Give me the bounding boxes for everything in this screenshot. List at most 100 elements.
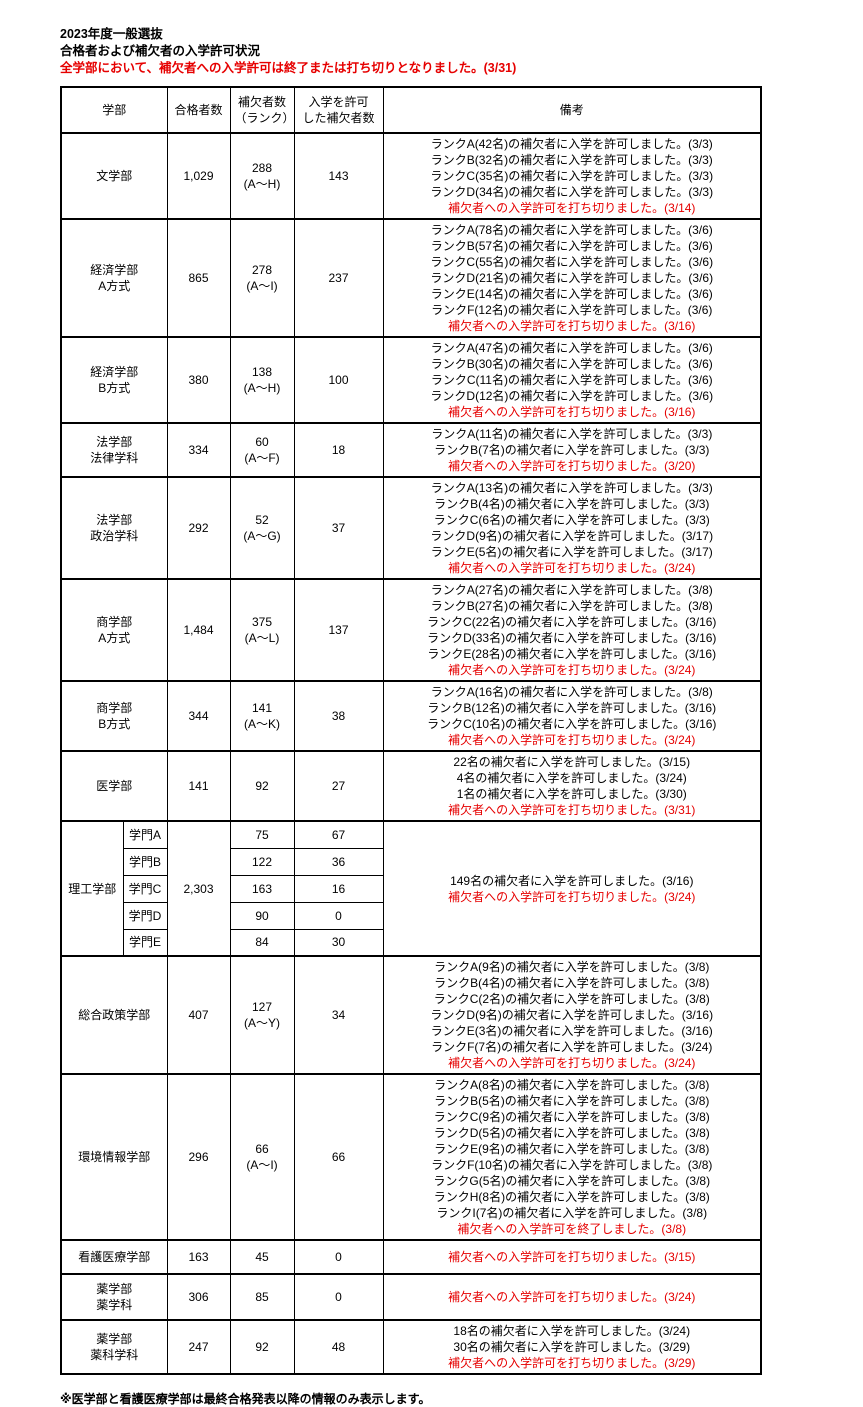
column-header-faculty: 学部 <box>60 86 168 134</box>
remark-line-status: 補欠者への入学許可を打ち切りました。(3/24) <box>448 1056 696 1070</box>
remark-line: ランクF(12名)の補欠者に入学を許可しました。(3/6) <box>431 303 713 317</box>
column-header-admitted-count: 合格者数 <box>166 86 231 134</box>
waitlist-admitted-count-cell: 67 <box>293 820 384 849</box>
remark-line: ランクB(12名)の補欠者に入学を許可しました。(3/16) <box>427 701 717 715</box>
remarks-cell: 補欠者への入学許可を打ち切りました。(3/24) <box>382 1273 762 1321</box>
remark-line: 30名の補欠者に入学を許可しました。(3/29) <box>453 1340 691 1354</box>
table-row: 環境情報学部 296 66 (A～I) 66 ランクA(8名)の補欠者に入学を許可しまし… <box>60 1073 762 1241</box>
faculty-cell: 理工学部 <box>60 820 124 957</box>
page-title: 2023年度一般選抜 <box>60 27 163 41</box>
table-row: 経済学部 A方式 865 278 (A～I) 237 ランクA(78名)の補欠者に入学を… <box>60 218 762 338</box>
admission-status-table: 学部 合格者数 補欠者数 （ランク） 入学を許可 した補欠者数 備考 文学部 1,… <box>60 86 763 1375</box>
waitlist-count-cell: 90 <box>229 901 295 930</box>
remarks-cell: ランクA(27名)の補欠者に入学を許可しました。(3/8) ランクB(27名)の補… <box>382 578 762 682</box>
remarks-cell: 補欠者への入学許可を打ち切りました。(3/15) <box>382 1239 762 1275</box>
waitlist-admitted-count-cell: 100 <box>293 336 384 424</box>
faculty-cell: 医学部 <box>60 750 168 822</box>
footnote: ※医学部と看護医療学部は最終合格発表以降の情報のみ表示します。 <box>60 1392 431 1406</box>
remark-line: ランクA(47名)の補欠者に入学を許可しました。(3/6) <box>430 341 713 355</box>
waitlist-count-cell: 138 (A～H) <box>229 336 295 424</box>
remark-line: ランクD(34名)の補欠者に入学を許可しました。(3/3) <box>430 185 714 199</box>
remark-line: ランクA(42名)の補欠者に入学を許可しました。(3/3) <box>430 137 713 151</box>
remark-line: ランクD(21名)の補欠者に入学を許可しました。(3/6) <box>430 271 714 285</box>
faculty-cell: 総合政策学部 <box>60 955 168 1075</box>
remark-line: ランクA(13名)の補欠者に入学を許可しました。(3/3) <box>430 481 713 495</box>
admitted-count-cell: 344 <box>166 680 231 752</box>
waitlist-admitted-count-cell: 27 <box>293 750 384 822</box>
remark-line-status: 補欠者への入学許可を打ち切りました。(3/20) <box>448 459 696 473</box>
waitlist-count-cell: 52 (A～G) <box>229 476 295 580</box>
waitlist-count-cell: 92 <box>229 750 295 822</box>
remark-line: ランクC(10名)の補欠者に入学を許可しました。(3/16) <box>427 717 717 731</box>
faculty-cell: 文学部 <box>60 132 168 220</box>
remark-line: ランクC(11名)の補欠者に入学を許可しました。(3/6) <box>430 373 713 387</box>
remarks-cell: 18名の補欠者に入学を許可しました。(3/24) 30名の補欠者に入学を許可しまし… <box>382 1319 762 1375</box>
remarks-cell: 22名の補欠者に入学を許可しました。(3/15) 4名の補欠者に入学を許可しました… <box>382 750 762 822</box>
remarks-cell: ランクA(47名)の補欠者に入学を許可しました。(3/6) ランクB(30名)の補… <box>382 336 762 424</box>
subfaculty-cell: 学門A <box>122 820 168 849</box>
admitted-count-cell: 306 <box>166 1273 231 1321</box>
remark-line: 149名の補欠者に入学を許可しました。(3/16) <box>450 873 694 888</box>
table-row: 学門B 122 36 <box>61 847 761 876</box>
waitlist-count-cell: 288 (A～H) <box>229 132 295 220</box>
remark-line: ランクB(27名)の補欠者に入学を許可しました。(3/8) <box>430 599 713 613</box>
remark-line: 4名の補欠者に入学を許可しました。(3/24) <box>456 771 687 785</box>
table-row: 看護医療学部 163 45 0 補欠者への入学許可を打ち切りました。(3/15) <box>60 1239 762 1275</box>
waitlist-admitted-count-cell: 143 <box>293 132 384 220</box>
column-header-waitlist-count: 補欠者数 （ランク） <box>229 86 295 134</box>
remark-line: ランクA(11名)の補欠者に入学を許可しました。(3/3) <box>431 427 713 441</box>
table-row: 薬学部 薬科学科 247 92 48 18名の補欠者に入学を許可しました。(3/24) 3… <box>60 1319 762 1375</box>
remark-line: ランクA(78名)の補欠者に入学を許可しました。(3/6) <box>430 223 713 237</box>
remark-line: ランクA(27名)の補欠者に入学を許可しました。(3/8) <box>430 583 713 597</box>
remark-line: ランクC(55名)の補欠者に入学を許可しました。(3/6) <box>430 255 714 269</box>
remarks-cell: 149名の補欠者に入学を許可しました。(3/16) 補欠者への入学許可を打ち切りま… <box>382 820 762 957</box>
admitted-count-cell: 865 <box>166 218 231 338</box>
remark-line-status: 補欠者への入学許可を終了しました。(3/8) <box>457 1222 687 1236</box>
waitlist-count-cell: 75 <box>229 820 295 849</box>
remark-line: 18名の補欠者に入学を許可しました。(3/24) <box>453 1324 691 1338</box>
waitlist-admitted-count-cell: 0 <box>293 1239 384 1275</box>
remarks-cell: ランクA(9名)の補欠者に入学を許可しました。(3/8) ランクB(4名)の補欠者… <box>382 955 762 1075</box>
remark-line-status: 補欠者への入学許可を打ち切りました。(3/24) <box>448 1290 696 1304</box>
remark-line: ランクD(9名)の補欠者に入学を許可しました。(3/17) <box>430 529 714 543</box>
waitlist-admitted-count-cell: 36 <box>293 847 384 876</box>
remark-line-status: 補欠者への入学許可を打ち切りました。(3/24) <box>448 733 696 747</box>
subfaculty-cell: 学門C <box>122 874 168 903</box>
page-subtitle: 合格者および補欠者の入学許可状況 <box>60 44 261 58</box>
remark-line: ランクC(6名)の補欠者に入学を許可しました。(3/3) <box>433 513 710 527</box>
remark-line: ランクE(5名)の補欠者に入学を許可しました。(3/17) <box>430 545 713 559</box>
admitted-count-cell: 407 <box>166 955 231 1075</box>
remark-line: ランクB(30名)の補欠者に入学を許可しました。(3/6) <box>430 357 713 371</box>
closure-alert: 全学部において、補欠者への入学許可は終了または打ち切りとなりました。(3/31) <box>60 61 517 75</box>
remark-line: ランクA(16名)の補欠者に入学を許可しました。(3/8) <box>430 685 713 699</box>
waitlist-count-cell: 122 <box>229 847 295 876</box>
remark-line: ランクB(5名)の補欠者に入学を許可しました。(3/8) <box>434 1094 710 1108</box>
remark-line: ランクF(7名)の補欠者に入学を許可しました。(3/24) <box>431 1040 713 1054</box>
remarks-cell: ランクA(78名)の補欠者に入学を許可しました。(3/6) ランクB(57名)の補… <box>382 218 762 338</box>
table-row: 学門E 84 30 <box>61 928 761 957</box>
admitted-count-cell: 141 <box>166 750 231 822</box>
remarks-cell: ランクA(8名)の補欠者に入学を許可しました。(3/8) ランクB(5名)の補欠者… <box>382 1073 762 1241</box>
waitlist-count-cell: 45 <box>229 1239 295 1275</box>
waitlist-admitted-count-cell: 66 <box>293 1073 384 1241</box>
faculty-cell: 薬学部 薬学科 <box>60 1273 168 1321</box>
faculty-cell: 看護医療学部 <box>60 1239 168 1275</box>
remark-line: ランクG(5名)の補欠者に入学を許可しました。(3/8) <box>433 1174 711 1188</box>
waitlist-admitted-count-cell: 0 <box>293 901 384 930</box>
remark-line: ランクD(12名)の補欠者に入学を許可しました。(3/6) <box>430 389 714 403</box>
table-row: 経済学部 B方式 380 138 (A～H) 100 ランクA(47名)の補欠者に入学を… <box>60 336 762 424</box>
remark-line: ランクD(9名)の補欠者に入学を許可しました。(3/16) <box>430 1008 714 1022</box>
remark-line: ランクB(7名)の補欠者に入学を許可しました。(3/3) <box>434 443 710 457</box>
remark-line: ランクB(4名)の補欠者に入学を許可しました。(3/8) <box>434 976 710 990</box>
remark-line: ランクA(9名)の補欠者に入学を許可しました。(3/8) <box>434 960 710 974</box>
remark-line-status: 補欠者への入学許可を打ち切りました。(3/24) <box>448 663 696 677</box>
remark-line: ランクB(4名)の補欠者に入学を許可しました。(3/3) <box>434 497 710 511</box>
waitlist-admitted-count-cell: 0 <box>293 1273 384 1321</box>
admitted-count-cell: 2,303 <box>166 820 231 957</box>
remarks-cell: ランクA(11名)の補欠者に入学を許可しました。(3/3) ランクB(7名)の補欠… <box>382 422 762 478</box>
faculty-cell: 商学部 A方式 <box>60 578 168 682</box>
waitlist-admitted-count-cell: 37 <box>293 476 384 580</box>
faculty-cell: 法学部 法律学科 <box>60 422 168 478</box>
faculty-cell: 法学部 政治学科 <box>60 476 168 580</box>
page: 2023年度一般選抜 合格者および補欠者の入学許可状況 全学部において、補欠者へ… <box>60 27 763 1406</box>
